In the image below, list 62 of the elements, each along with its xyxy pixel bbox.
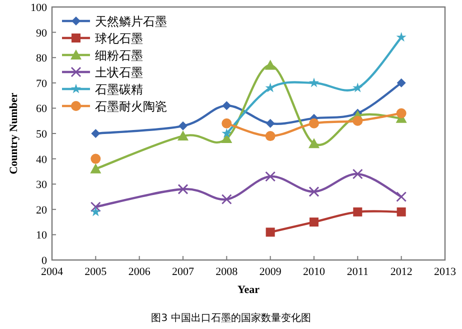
point	[396, 32, 406, 42]
point	[352, 82, 363, 92]
y-tick-label: 80	[36, 52, 48, 65]
y-tick-label: 0	[42, 255, 48, 267]
y-tick-label: 30	[36, 179, 48, 192]
point	[91, 129, 100, 138]
point	[396, 78, 406, 88]
point	[266, 228, 275, 237]
point	[265, 171, 276, 182]
y-tick-label: 90	[36, 27, 48, 40]
point	[309, 118, 319, 128]
point	[265, 131, 276, 142]
point	[178, 130, 188, 141]
point	[90, 202, 101, 212]
text: 图3 中国出口石墨的国家数量变化图	[151, 312, 311, 324]
point	[222, 128, 232, 138]
point	[221, 194, 232, 205]
point	[308, 78, 320, 88]
y-axis-title: Country Number	[8, 92, 20, 174]
legend-label: 细粉石墨	[95, 48, 143, 62]
y-tick-label: 100	[30, 2, 48, 14]
point	[222, 118, 232, 128]
point	[178, 184, 188, 194]
x-tick-label: 2010	[303, 266, 326, 278]
point	[266, 118, 275, 128]
y-tick-label: 70	[36, 78, 48, 90]
point	[90, 154, 101, 164]
point	[396, 108, 406, 118]
x-tick-label: 2004	[41, 266, 64, 278]
point	[222, 101, 232, 110]
point	[310, 218, 318, 227]
point	[264, 60, 276, 70]
y-tick-label: 20	[36, 204, 48, 216]
point	[396, 207, 406, 216]
x-tick-label: 2013	[434, 266, 456, 278]
x-tick-label: 2006	[128, 266, 151, 278]
point	[308, 138, 320, 148]
point	[352, 168, 363, 180]
legend-label: 石墨耐火陶瓷	[95, 100, 167, 114]
point	[90, 206, 101, 216]
point	[353, 207, 362, 216]
point	[352, 116, 363, 126]
point	[308, 186, 320, 197]
point	[90, 163, 102, 174]
x-tick-label: 2009	[259, 266, 282, 278]
x-tick-label: 2008	[216, 266, 238, 278]
point	[265, 82, 276, 92]
x-tick-label: 2011	[346, 266, 368, 278]
x-axis-title: Year	[238, 284, 260, 296]
point	[396, 192, 407, 202]
y-tick-label: 60	[36, 103, 48, 116]
y-tick-label: 10	[36, 230, 48, 242]
legend-label: 石墨碳精	[95, 82, 143, 96]
point	[178, 121, 188, 130]
x-tick-label: 2005	[84, 266, 108, 278]
x-tick-label: 2012	[390, 266, 412, 278]
y-tick-label: 50	[36, 128, 48, 140]
legend-label: 土状石墨	[95, 66, 143, 80]
legend-label: 球化石墨	[95, 32, 143, 46]
y-tick-label: 40	[36, 154, 48, 166]
legend-label: 天然鳞片石墨	[95, 14, 167, 28]
x-tick-label: 2007	[172, 266, 194, 278]
